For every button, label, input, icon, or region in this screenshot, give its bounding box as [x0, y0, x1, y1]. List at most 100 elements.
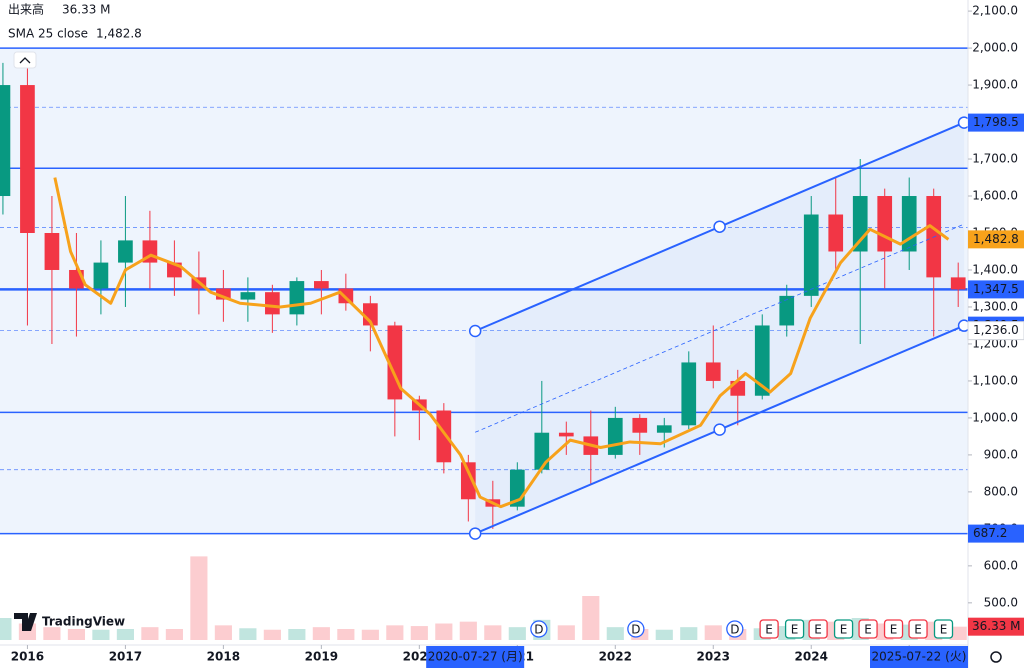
x-tick-label: 2016 — [11, 650, 44, 664]
earnings-marker[interactable] — [759, 619, 779, 639]
logo-text: TradingView — [42, 615, 125, 629]
earnings-marker[interactable] — [933, 619, 954, 639]
date-badge-label: 2020-07-27 (月) — [428, 650, 523, 664]
volume-bar — [459, 621, 477, 640]
x-tick-label: 2022 — [599, 650, 632, 664]
candle-body — [632, 417, 648, 433]
y-tick-label: 1,400.0 — [972, 262, 1018, 276]
y-tick-label: 2,000.0 — [972, 41, 1018, 55]
x-tick-label: 2024 — [795, 650, 828, 664]
price-badge — [968, 524, 1024, 543]
sma-line — [53, 177, 950, 509]
volume-bar — [214, 625, 232, 640]
logo-icon — [14, 613, 37, 631]
volume-bar — [410, 626, 428, 640]
candle-body — [44, 232, 60, 270]
earnings-marker[interactable] — [883, 619, 904, 639]
y-tick-label: 1,100.0 — [972, 373, 1018, 387]
y-tick-label: 1,900.0 — [972, 78, 1018, 92]
channel-handle[interactable] — [468, 527, 482, 540]
x-tick-label: 2023 — [697, 650, 730, 664]
volume-badge — [968, 617, 1024, 636]
channel-handle[interactable] — [713, 423, 726, 436]
earnings-marker[interactable] — [784, 619, 805, 639]
volume-bar — [680, 627, 698, 640]
candle-body — [803, 214, 819, 296]
candle-body — [289, 281, 305, 315]
volume-bar — [557, 625, 575, 640]
legend-volume-value: 36.33 M — [62, 3, 111, 17]
x-tick-label: 2017 — [109, 650, 142, 664]
channel-handle[interactable] — [713, 220, 726, 233]
legend-sma-name: SMA 25 close — [8, 27, 88, 41]
volume-bar — [43, 627, 61, 640]
volume-bar — [116, 629, 134, 640]
event-label: E — [840, 623, 848, 637]
volume-bar — [435, 623, 453, 640]
candle-body — [216, 288, 231, 300]
event-label: E — [791, 623, 799, 637]
price-badge-label: 1,798.5 — [973, 115, 1019, 129]
candle-body — [460, 462, 476, 500]
event-label: E — [914, 623, 922, 637]
date-badge-label: 2025-07-22 (火) — [872, 650, 967, 664]
y-tick-label: 1,700.0 — [972, 152, 1018, 166]
y-tick-label: 900.0 — [984, 447, 1018, 461]
price-badge — [968, 113, 1024, 132]
logo: TradingView — [14, 613, 125, 631]
volume-bar — [655, 629, 673, 640]
candle-body — [828, 214, 844, 252]
candle-body — [681, 362, 697, 426]
candle-body — [0, 85, 11, 197]
settings-button[interactable] — [990, 651, 1002, 663]
volume-bar — [263, 629, 281, 640]
y-tick-label: 2,100.0 — [972, 4, 1018, 18]
earnings-marker[interactable] — [858, 619, 878, 639]
event-label: E — [765, 623, 773, 637]
volume-bar — [704, 625, 722, 640]
date-badge — [870, 646, 968, 668]
dividend-marker[interactable] — [627, 620, 645, 638]
earnings-marker[interactable] — [808, 619, 828, 639]
volume-bar — [386, 625, 404, 640]
earnings-marker[interactable] — [908, 619, 928, 639]
volume-bar — [508, 627, 526, 640]
dividend-marker[interactable] — [726, 620, 744, 638]
y-tick-label: 1,300.0 — [972, 299, 1018, 313]
x-tick-label: 2019 — [305, 650, 338, 664]
volume-bar — [337, 629, 355, 640]
x-tick-label: 2018 — [207, 650, 240, 664]
volume-bar — [288, 629, 306, 640]
candle-body — [558, 432, 574, 437]
price-badge — [968, 230, 1024, 249]
collapse-button[interactable] — [13, 51, 37, 69]
price-badge-label: 687.2 — [973, 526, 1007, 540]
candle-body — [705, 362, 721, 381]
legend-volume-name: 出来高 — [8, 2, 44, 17]
candle-body — [240, 292, 256, 300]
event-label: D — [534, 623, 543, 637]
volume-bar — [92, 629, 110, 640]
event-label: D — [631, 623, 640, 637]
candle-body — [656, 425, 672, 433]
dividend-marker[interactable] — [530, 620, 548, 638]
candle-body — [436, 410, 452, 463]
price-badge — [967, 321, 1024, 341]
volume-bar — [165, 629, 183, 640]
volume-bar — [239, 628, 257, 640]
volume-bar — [67, 629, 85, 640]
volume-bar — [361, 629, 379, 640]
candle-body — [118, 240, 133, 263]
channel-handle[interactable] — [468, 324, 482, 338]
volume-bar — [141, 627, 159, 640]
candle-body — [877, 196, 893, 252]
price-badge-label: 1,236.0 — [973, 323, 1019, 337]
volume-bar — [484, 625, 502, 640]
candle-body — [314, 281, 329, 289]
earnings-marker[interactable] — [833, 619, 854, 639]
candle-body — [534, 432, 550, 470]
y-tick-label: 1,600.0 — [972, 189, 1018, 203]
volume-bar — [190, 556, 208, 640]
event-label: D — [730, 623, 739, 637]
y-tick-label: 800.0 — [984, 484, 1018, 498]
